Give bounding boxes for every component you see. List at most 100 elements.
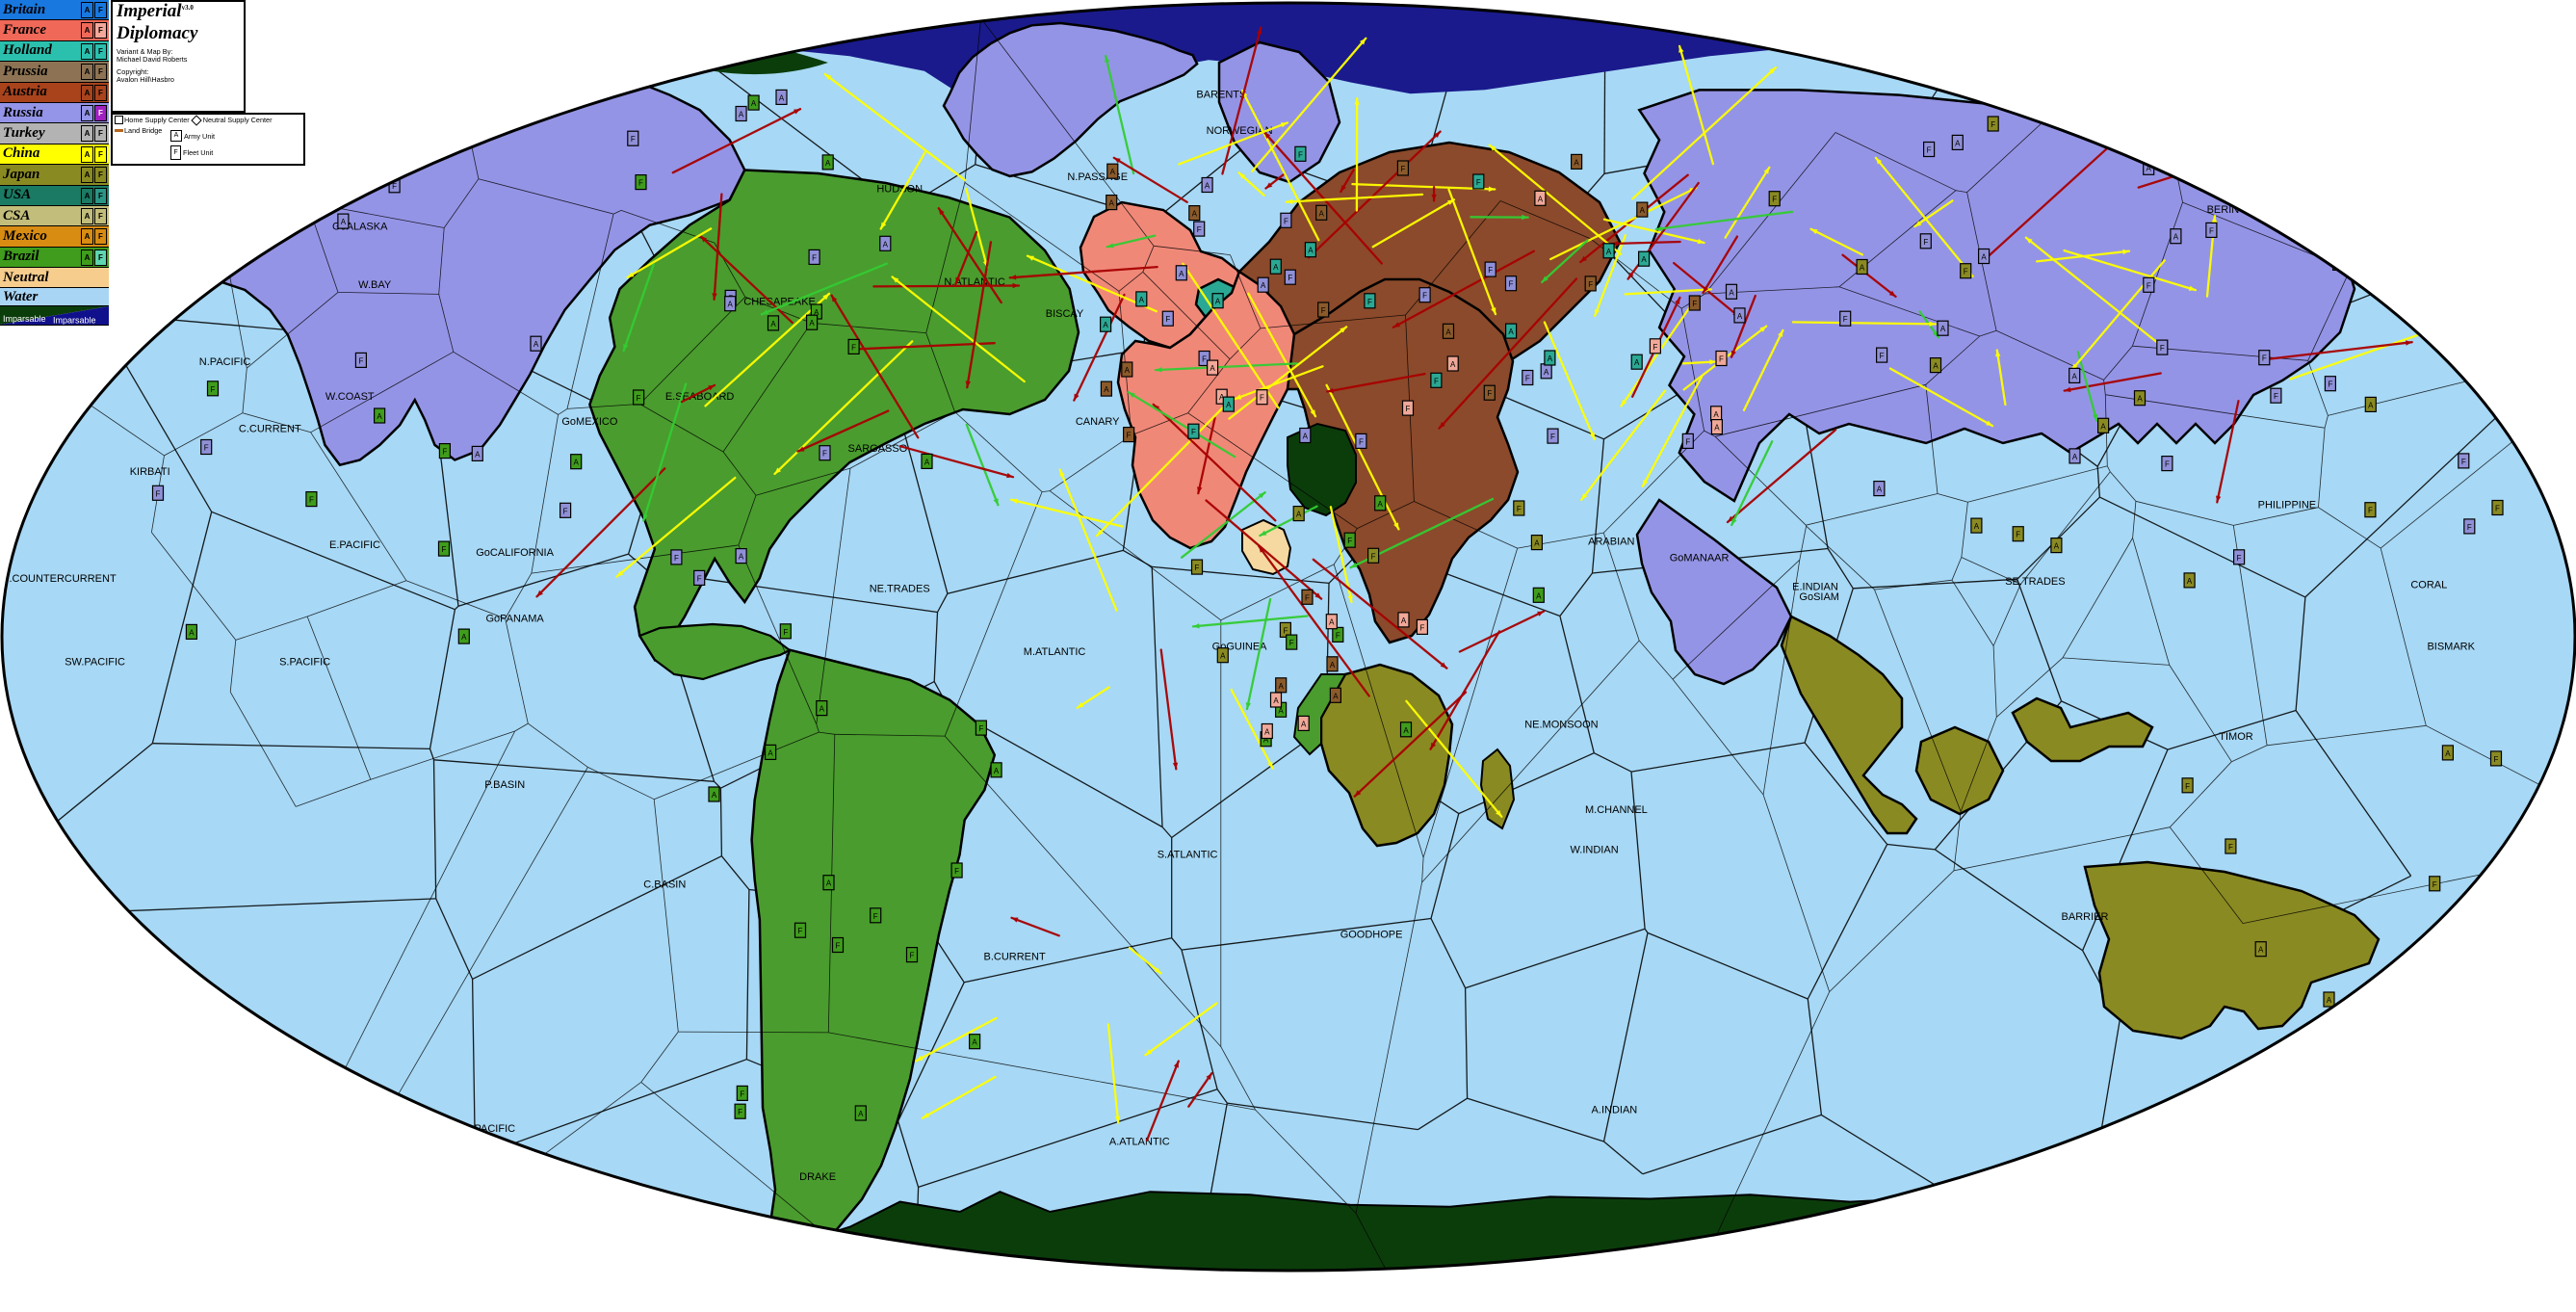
svg-text:A: A xyxy=(2054,542,2060,551)
svg-text:A: A xyxy=(2072,453,2078,461)
svg-text:F: F xyxy=(1419,623,1424,632)
svg-text:A: A xyxy=(779,93,785,102)
svg-text:A: A xyxy=(1330,661,1336,669)
svg-text:M.ATLANTIC: M.ATLANTIC xyxy=(1024,646,1086,658)
svg-text:F: F xyxy=(1517,505,1522,513)
svg-text:F: F xyxy=(442,545,447,554)
svg-text:F: F xyxy=(204,444,209,453)
svg-text:F: F xyxy=(1685,437,1690,446)
svg-text:F: F xyxy=(1371,552,1376,561)
svg-text:F: F xyxy=(1652,343,1657,352)
svg-text:W.COAST: W.COAST xyxy=(325,391,375,403)
svg-text:F: F xyxy=(1367,298,1372,306)
svg-text:F: F xyxy=(1927,146,1932,155)
svg-text:F: F xyxy=(1321,306,1326,315)
svg-text:F: F xyxy=(2160,344,2165,353)
svg-text:A: A xyxy=(1220,652,1226,661)
svg-text:A: A xyxy=(739,111,744,119)
svg-text:F: F xyxy=(2228,843,2233,852)
svg-text:F: F xyxy=(1127,432,1132,440)
svg-text:A: A xyxy=(1215,298,1221,306)
svg-text:F: F xyxy=(2368,507,2373,515)
svg-text:A: A xyxy=(768,748,773,757)
svg-text:A: A xyxy=(2173,233,2179,242)
svg-text:F: F xyxy=(1880,352,1885,360)
svg-text:F: F xyxy=(1991,120,1995,129)
svg-text:F: F xyxy=(1488,266,1493,275)
svg-text:A: A xyxy=(1301,720,1307,728)
svg-text:F: F xyxy=(2165,460,2170,469)
svg-text:SW.PACIFIC: SW.PACIFIC xyxy=(65,656,125,668)
svg-text:F: F xyxy=(1347,537,1352,545)
svg-text:F: F xyxy=(1298,150,1303,159)
svg-text:A: A xyxy=(533,340,539,349)
svg-text:S.ATLANTIC: S.ATLANTIC xyxy=(1158,850,1218,861)
svg-text:F: F xyxy=(1422,292,1427,301)
svg-text:A: A xyxy=(972,1038,977,1047)
svg-text:F: F xyxy=(2328,380,2332,389)
svg-text:A: A xyxy=(1544,368,1549,377)
svg-text:ARABIAN: ARABIAN xyxy=(1588,537,1634,548)
svg-text:A: A xyxy=(2327,996,2332,1005)
svg-text:F: F xyxy=(442,448,447,457)
svg-text:F: F xyxy=(1719,355,1724,364)
svg-text:A: A xyxy=(2445,749,2451,758)
svg-text:BISMARK: BISMARK xyxy=(2427,642,2475,653)
svg-text:A: A xyxy=(1508,328,1514,336)
svg-text:A: A xyxy=(1940,325,1946,333)
svg-text:F: F xyxy=(631,135,636,144)
svg-text:F: F xyxy=(637,394,641,403)
svg-text:F: F xyxy=(1305,593,1310,602)
svg-text:GOODHOPE: GOODHOPE xyxy=(1340,930,1403,941)
svg-text:F: F xyxy=(1588,280,1593,289)
svg-text:F: F xyxy=(1202,355,1207,364)
svg-text:F: F xyxy=(2274,392,2278,401)
svg-text:F: F xyxy=(1772,196,1777,204)
svg-text:F: F xyxy=(1476,178,1481,187)
svg-text:F: F xyxy=(1359,437,1364,446)
svg-text:GoMANAAR: GoMANAAR xyxy=(1670,552,1730,564)
svg-text:A: A xyxy=(1574,158,1579,167)
svg-text:A: A xyxy=(1974,522,1980,531)
svg-text:P.BASIN: P.BASIN xyxy=(484,779,525,791)
svg-text:GoSIAM: GoSIAM xyxy=(1799,591,1839,603)
svg-text:F: F xyxy=(309,496,314,505)
svg-text:A: A xyxy=(1401,617,1407,625)
svg-text:F: F xyxy=(1400,165,1405,173)
svg-text:A: A xyxy=(728,301,734,309)
svg-text:A: A xyxy=(2258,946,2264,955)
svg-text:F: F xyxy=(1525,375,1530,383)
svg-text:F: F xyxy=(783,628,788,637)
svg-text:SARGASSO: SARGASSO xyxy=(848,443,908,455)
svg-text:F: F xyxy=(1283,626,1288,635)
svg-text:A: A xyxy=(1538,195,1544,203)
svg-text:A: A xyxy=(1179,270,1184,278)
svg-text:A: A xyxy=(1450,360,1456,369)
svg-text:A: A xyxy=(189,628,195,637)
svg-text:F: F xyxy=(851,343,856,352)
svg-text:F: F xyxy=(1550,433,1555,441)
svg-text:C.CURRENT: C.CURRENT xyxy=(239,423,301,434)
svg-text:A: A xyxy=(924,458,930,466)
svg-text:TIMOR: TIMOR xyxy=(2219,731,2252,743)
svg-text:W.INDIAN: W.INDIAN xyxy=(1571,844,1619,855)
svg-text:A: A xyxy=(1606,248,1612,256)
svg-text:A: A xyxy=(770,320,776,328)
svg-text:F: F xyxy=(873,912,878,921)
svg-text:BISCAY: BISCAY xyxy=(1046,308,1084,320)
svg-text:S.PACIFIC: S.PACIFIC xyxy=(279,656,330,668)
svg-text:A: A xyxy=(1109,199,1115,208)
svg-text:A: A xyxy=(1264,728,1270,737)
svg-text:A: A xyxy=(1273,263,1279,272)
svg-text:A: A xyxy=(1640,206,1646,215)
svg-text:A: A xyxy=(826,879,832,888)
svg-text:A: A xyxy=(2072,372,2078,380)
svg-text:A: A xyxy=(1403,726,1409,735)
svg-text:A: A xyxy=(1125,366,1131,375)
svg-text:KIRBATI: KIRBATI xyxy=(130,466,170,478)
svg-text:F: F xyxy=(697,574,702,583)
svg-text:A: A xyxy=(1981,253,1987,262)
svg-text:A: A xyxy=(1329,618,1335,627)
svg-text:F: F xyxy=(1165,315,1170,324)
svg-text:F: F xyxy=(2461,458,2466,466)
